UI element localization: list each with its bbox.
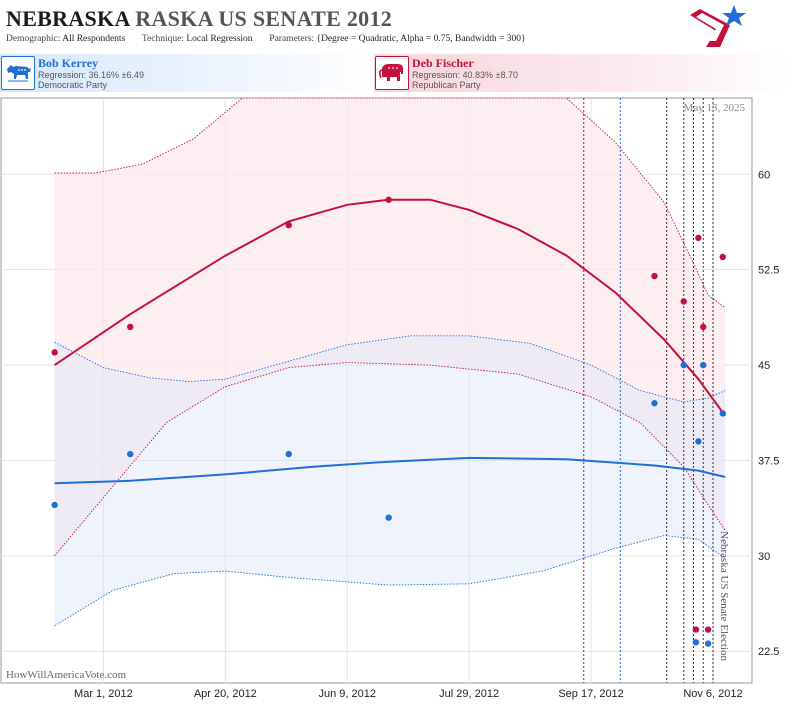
poll-point-fischer: [704, 626, 712, 633]
poll-point-fischer: [127, 323, 134, 331]
poll-point-fischer: [680, 298, 687, 305]
x-tick-label: Sep 17, 2012: [558, 688, 623, 700]
poll-point-fischer: [700, 323, 707, 331]
poll-point-kerrey: [692, 639, 700, 646]
regression-line-kerrey: [54, 456, 726, 485]
regression-line-fischer: [54, 198, 727, 417]
candidate-panel-rep: Deb Fischer Regression: 40.83% ±8.70 Rep…: [374, 54, 789, 92]
x-tick-label: Nov 6, 2012: [683, 688, 742, 700]
poll-point-kerrey: [285, 450, 292, 458]
site-logo-icon[interactable]: [686, 3, 752, 49]
page-title: NEBRASKA RASKA US SENATE 2012: [6, 6, 392, 32]
y-tick-label: 22.5: [758, 646, 779, 658]
chart-parameters: Demographic: All Respondents Technique: …: [6, 34, 526, 44]
poll-point-fischer: [285, 221, 292, 229]
x-tick-label: Jun 9, 2012: [318, 688, 376, 700]
technique-value: Local Regression: [186, 34, 253, 44]
regression-rep: Regression: 40.83% ±8.70: [412, 70, 519, 80]
candidate-name-rep: Deb Fischer: [412, 56, 474, 70]
poll-point-fischer: [385, 196, 392, 203]
poll-point-kerrey: [695, 438, 702, 445]
y-tick-label: 52.5: [758, 265, 779, 277]
poll-point-kerrey: [127, 450, 134, 458]
poll-point-kerrey: [680, 361, 687, 369]
poll-point-kerrey: [651, 400, 658, 407]
candidate-panel-dem: Bob Kerrey Regression: 36.16% ±6.49 Demo…: [0, 54, 380, 92]
demographic-value: All Respondents: [62, 34, 126, 44]
demographic-label: Demographic:: [6, 34, 61, 44]
y-tick-label: 60: [758, 169, 770, 181]
poll-point-kerrey: [700, 361, 707, 369]
header: NEBRASKA RASKA US SENATE 2012 Demographi…: [0, 0, 789, 50]
election-label: Nebraska US Senate Election: [718, 531, 730, 661]
technique-label: Technique:: [141, 34, 184, 44]
poll-point-kerrey: [385, 514, 392, 521]
candidate-name-dem: Bob Kerrey: [38, 56, 99, 70]
lower-bound-kerrey: [54, 535, 726, 627]
elephant-icon: [375, 56, 409, 90]
party-rep: Republican Party: [412, 80, 481, 90]
confidence-band-fischer: [54, 98, 726, 556]
poll-point-fischer: [719, 253, 726, 261]
x-tick-label: Mar 1, 2012: [74, 688, 133, 700]
poll-point-fischer: [51, 349, 58, 356]
plot-layer: [51, 98, 727, 683]
date-stamp: May 13, 2025: [684, 102, 746, 114]
poll-point-kerrey: [704, 640, 712, 647]
poll-point-kerrey: [719, 410, 726, 417]
poll-chart: 22.5 30 37.5 45 52.5 60 Mar 1, 2012 Apr 20, 201…: [0, 97, 779, 700]
poll-point-fischer: [651, 272, 658, 280]
x-tick-label: Jul 29, 2012: [439, 688, 499, 700]
title-state: NEBRASKA: [6, 6, 130, 31]
party-dem: Democratic Party: [38, 80, 108, 90]
parameters-value: {Degree = Quadratic, Alpha = 0.75, Bandw…: [316, 34, 526, 44]
y-tick-label: 37.5: [758, 455, 779, 467]
poll-point-fischer: [695, 234, 702, 242]
y-tick-label: 45: [758, 360, 770, 372]
lower-bound-fischer: [54, 362, 726, 557]
poll-point-kerrey: [51, 501, 58, 509]
x-tick-label: Apr 20, 2012: [194, 688, 257, 700]
y-tick-label: 30: [758, 551, 770, 563]
parameters-label: Parameters:: [269, 34, 315, 44]
watermark: HowWillAmericaVote.com: [6, 669, 126, 681]
poll-point-fischer: [692, 626, 700, 633]
title-rest: RASKA US SENATE 2012: [135, 6, 393, 31]
donkey-icon: [1, 56, 35, 90]
regression-dem: Regression: 36.16% ±6.49: [38, 70, 145, 80]
upper-bound-fischer: [54, 98, 726, 309]
confidence-band-kerrey: [54, 335, 726, 626]
